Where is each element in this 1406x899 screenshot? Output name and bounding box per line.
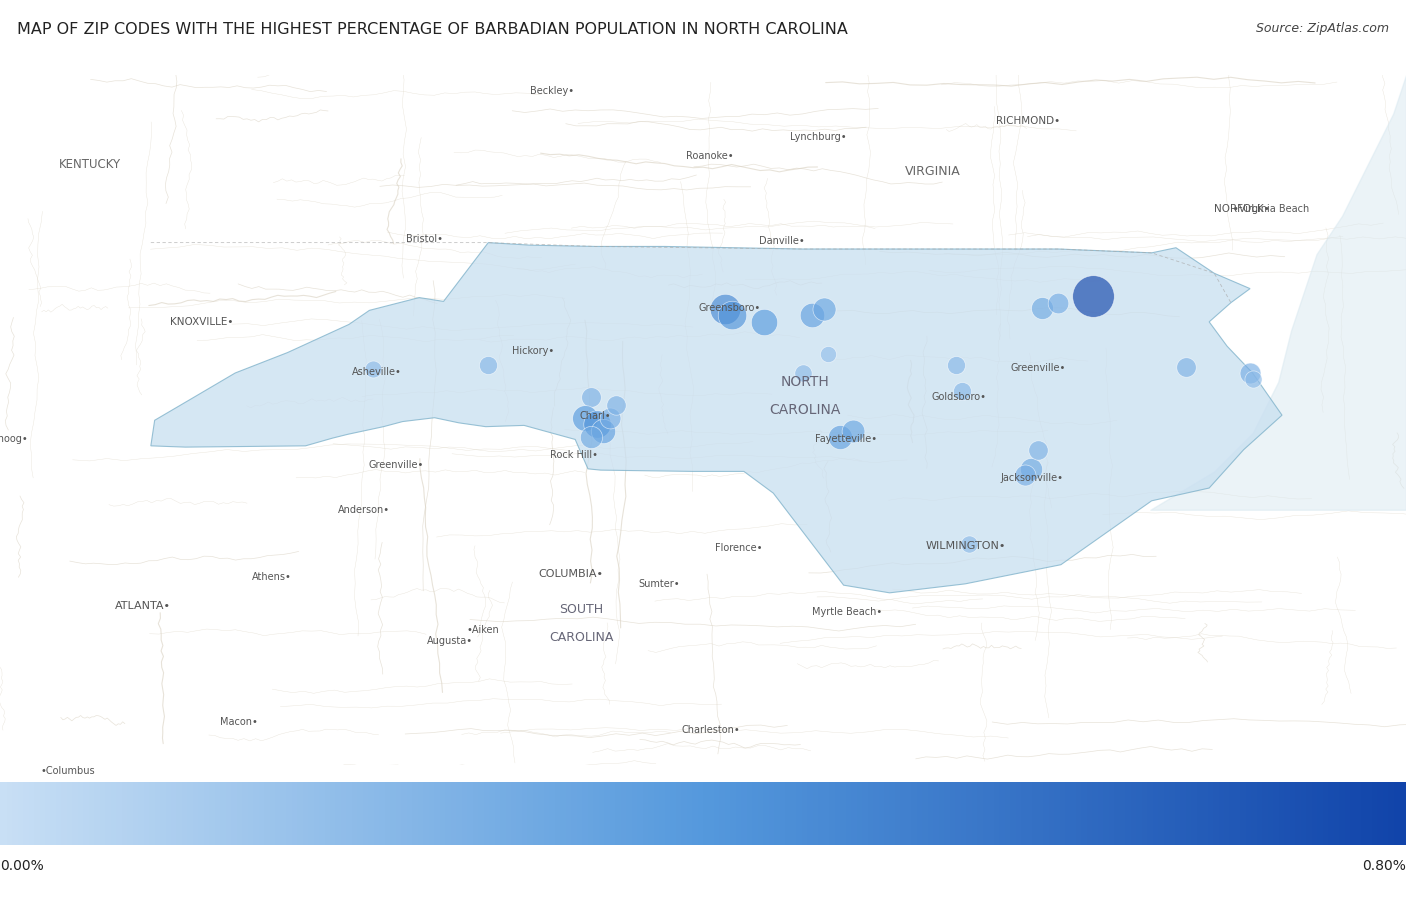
Point <box>1081 289 1104 304</box>
Text: Charleston•: Charleston• <box>682 725 740 734</box>
Point <box>1031 300 1053 315</box>
Point <box>841 423 863 438</box>
Point <box>599 411 621 425</box>
Text: •Virginia Beach: •Virginia Beach <box>1233 204 1310 214</box>
Text: Asheville•: Asheville• <box>352 367 402 377</box>
Text: Greenville•: Greenville• <box>1010 363 1066 373</box>
Text: Athens•: Athens• <box>252 573 292 583</box>
Point <box>1047 296 1070 310</box>
Point <box>813 302 835 316</box>
Point <box>1175 360 1198 374</box>
Point <box>713 302 735 316</box>
Point <box>579 390 602 405</box>
Text: Sumter•: Sumter• <box>638 579 681 589</box>
Text: Goldsboro•: Goldsboro• <box>931 392 986 402</box>
Point <box>952 384 974 398</box>
Text: Jacksonville•: Jacksonville• <box>1000 473 1063 483</box>
Point <box>574 411 596 425</box>
Text: Roanoke•: Roanoke• <box>686 151 733 161</box>
Text: Hickory•: Hickory• <box>512 346 554 356</box>
Point <box>1014 468 1036 483</box>
Text: Source: ZipAtlas.com: Source: ZipAtlas.com <box>1256 22 1389 35</box>
Point <box>586 417 609 432</box>
Point <box>1021 462 1043 476</box>
Text: 0.00%: 0.00% <box>0 859 44 873</box>
Point <box>945 358 967 372</box>
Text: KENTUCKY: KENTUCKY <box>59 158 121 171</box>
Text: Lynchburg•: Lynchburg• <box>790 131 846 141</box>
Point <box>754 315 776 329</box>
Text: KNOXVILLE•: KNOXVILLE• <box>170 316 233 327</box>
Text: VIRGINIA: VIRGINIA <box>905 165 960 177</box>
Point <box>817 347 839 361</box>
Text: attanoog•: attanoog• <box>0 434 28 444</box>
Text: Augusta•: Augusta• <box>427 636 472 646</box>
Text: SOUTH: SOUTH <box>560 603 603 616</box>
Point <box>957 537 980 551</box>
Text: COLUMBIA•: COLUMBIA• <box>538 569 603 579</box>
Text: Florence•: Florence• <box>716 543 762 553</box>
Text: Charl•: Charl• <box>579 412 612 422</box>
Text: 0.80%: 0.80% <box>1362 859 1406 873</box>
Text: WILMINGTON•: WILMINGTON• <box>927 540 1007 550</box>
Text: Anderson•: Anderson• <box>339 504 391 515</box>
Point <box>792 366 814 380</box>
Text: Myrtle Beach•: Myrtle Beach• <box>813 607 883 617</box>
Text: RICHMOND•: RICHMOND• <box>995 116 1060 126</box>
Text: •Aiken: •Aiken <box>467 625 499 635</box>
Text: Bristol•: Bristol• <box>406 234 443 244</box>
Text: MAP OF ZIP CODES WITH THE HIGHEST PERCENTAGE OF BARBADIAN POPULATION IN NORTH CA: MAP OF ZIP CODES WITH THE HIGHEST PERCEN… <box>17 22 848 38</box>
Text: Danville•: Danville• <box>759 236 806 246</box>
Point <box>605 397 627 412</box>
Point <box>828 430 851 444</box>
Text: NORFOLK•: NORFOLK• <box>1215 204 1270 214</box>
Text: Rock Hill•: Rock Hill• <box>550 450 598 459</box>
Text: CAROLINA: CAROLINA <box>769 403 841 417</box>
Point <box>477 358 499 372</box>
Text: Fayetteville•: Fayetteville• <box>815 434 877 444</box>
Text: Greensboro•: Greensboro• <box>699 303 761 313</box>
Point <box>800 308 823 323</box>
Text: Greenville•: Greenville• <box>368 460 425 470</box>
Text: Macon•: Macon• <box>221 717 257 727</box>
Polygon shape <box>150 243 1282 592</box>
Text: NORTH: NORTH <box>780 375 830 389</box>
Text: Beckley•: Beckley• <box>530 85 574 95</box>
Point <box>721 308 744 323</box>
Point <box>592 423 614 438</box>
Text: •Columbus: •Columbus <box>41 766 96 776</box>
Text: CAROLINA: CAROLINA <box>550 631 614 644</box>
Point <box>1239 366 1261 380</box>
Point <box>1241 372 1264 387</box>
Point <box>579 430 602 444</box>
Point <box>361 362 384 377</box>
Point <box>1026 442 1049 457</box>
Text: ATLANTA•: ATLANTA• <box>115 601 172 610</box>
